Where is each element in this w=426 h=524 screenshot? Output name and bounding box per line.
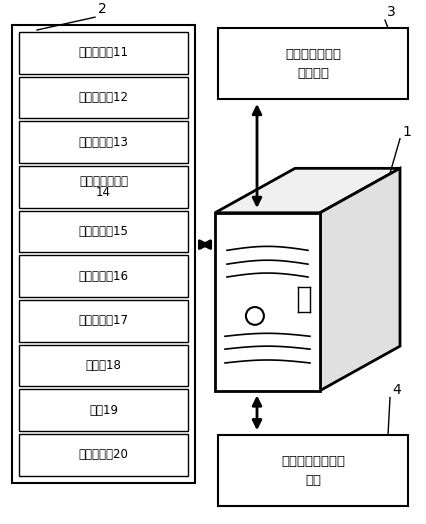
Bar	[19, 121, 188, 163]
Text: 通信传输模20: 通信传输模20	[78, 448, 128, 461]
Bar	[218, 435, 408, 506]
Bar	[19, 211, 188, 253]
Text: 氧气传感暈15: 氧气传感暈15	[78, 225, 128, 238]
Text: 处理暈18: 处理暈18	[86, 359, 121, 372]
Bar	[215, 213, 320, 390]
Bar	[19, 434, 188, 476]
Text: 感光传感暈17: 感光传感暈17	[78, 314, 129, 328]
Bar	[19, 32, 188, 74]
Text: 煎层瓦斯地质图
编辑模块: 煎层瓦斯地质图 编辑模块	[285, 48, 341, 80]
Text: 报警19: 报警19	[89, 403, 118, 417]
Text: 温度传感暈11: 温度传感暈11	[78, 46, 129, 59]
Text: 一氧化碳传感器: 一氧化碳传感器	[79, 176, 128, 188]
Text: 湿度传感暈12: 湿度传感暈12	[78, 91, 129, 104]
Bar	[218, 28, 408, 99]
Bar	[19, 255, 188, 297]
Text: 14: 14	[96, 186, 111, 199]
Bar	[12, 25, 195, 483]
Bar	[19, 345, 188, 386]
Text: 风量传感暈16: 风量传感暈16	[78, 270, 129, 282]
Bar	[19, 389, 188, 431]
Bar	[19, 300, 188, 342]
Text: 2: 2	[98, 2, 107, 16]
Bar	[19, 77, 188, 118]
Bar	[19, 166, 188, 208]
Text: 数据采集区域划分
模块: 数据采集区域划分 模块	[281, 455, 345, 487]
Text: 1: 1	[402, 125, 411, 139]
Polygon shape	[215, 168, 400, 213]
Text: 4: 4	[392, 383, 401, 397]
Text: 3: 3	[387, 5, 396, 19]
Polygon shape	[320, 168, 400, 390]
Text: 瓦斯传感暈13: 瓦斯传感暈13	[78, 136, 128, 149]
